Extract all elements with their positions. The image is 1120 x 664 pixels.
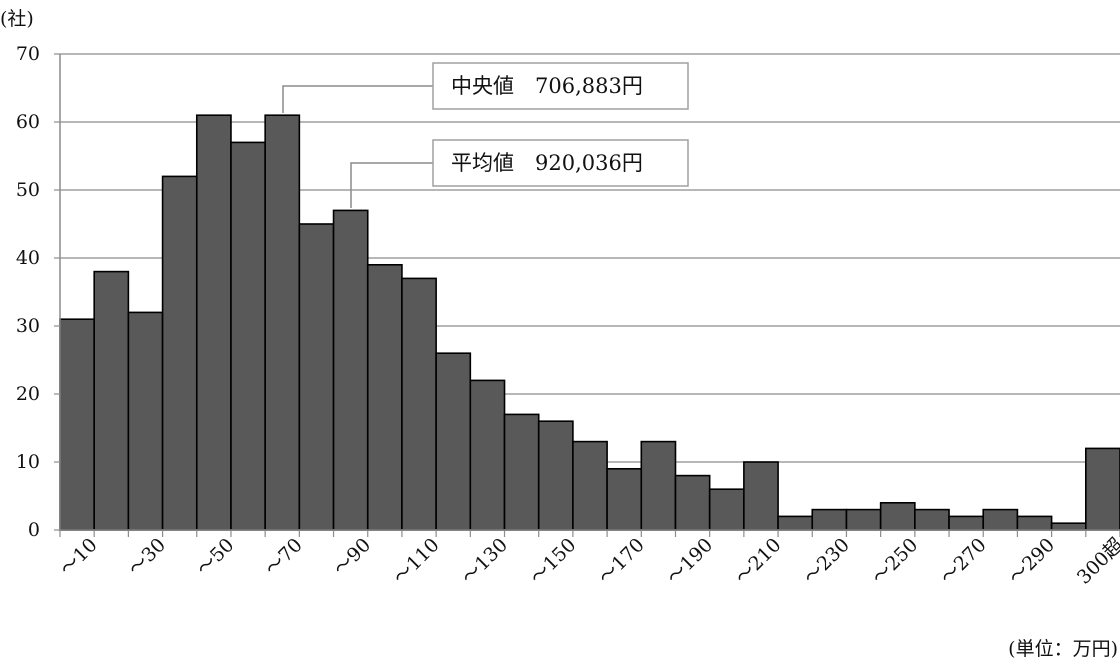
histogram-bar [127, 311, 164, 531]
mean-leader-line [350, 162, 433, 208]
y-tick-label: 50 [16, 179, 40, 201]
x-tick-label: 300超 [1073, 534, 1120, 589]
x-tick-label: ～270 [936, 534, 991, 589]
x-tick-label: ～190 [663, 534, 718, 589]
y-tick-label: 30 [16, 315, 40, 337]
x-tick-label: ～130 [457, 534, 512, 589]
histogram-bar [332, 209, 369, 531]
y-tick-label: 40 [16, 247, 40, 269]
mean-callout-box [432, 139, 689, 187]
x-tick-label: ～110 [389, 534, 444, 589]
x-tick-label: ～230 [799, 534, 854, 589]
axes [54, 53, 1120, 537]
histogram-bar [366, 263, 403, 531]
histogram-bar [640, 440, 677, 531]
x-tick-label: ～70 [261, 534, 307, 580]
histogram-bar [1050, 522, 1087, 531]
x-tick-label: ～10 [56, 534, 102, 580]
histogram-bar [195, 114, 232, 531]
histogram-bar [161, 175, 198, 531]
median-leader-line [282, 85, 433, 113]
y-unit-label: (社) [0, 8, 34, 30]
x-tick-label: ～210 [731, 534, 786, 589]
histogram-bar [845, 508, 882, 531]
x-tick-label: ～170 [594, 534, 649, 589]
y-tick-label: 20 [16, 383, 40, 405]
histogram-bar [879, 501, 916, 531]
histogram-bar [264, 114, 301, 531]
x-tick-label: ～90 [329, 534, 375, 580]
median-callout-box [432, 62, 689, 110]
mean-callout-text: 平均値 920,036円 [451, 151, 643, 175]
histogram-bar [230, 141, 266, 531]
histogram-bar [1085, 447, 1120, 531]
histogram-bar [982, 508, 1019, 531]
median-callout-text: 中央値 706,883円 [451, 74, 643, 98]
histogram-bar [537, 420, 574, 531]
x-tick-labels: ～10 ～30 ～50 ～70 ～90 ～110 ～130 ～150 ～170 ～190 ～210 ～… [56, 534, 1120, 589]
histogram-bar [59, 318, 95, 531]
x-tick-label: ～30 [124, 534, 170, 580]
histogram-bar [1016, 515, 1053, 531]
histogram-bar [93, 270, 130, 531]
y-tick-label: 10 [16, 451, 40, 473]
x-tick-label: ～250 [868, 534, 923, 589]
y-tick-label: 0 [28, 519, 40, 541]
histogram-bar [606, 467, 643, 531]
x-tick-label: ～50 [192, 534, 238, 580]
histogram-bar [948, 515, 985, 531]
histogram-bar [777, 515, 814, 531]
x-tick-label: ～290 [1005, 534, 1060, 589]
x-tick-label: ～150 [526, 534, 581, 589]
y-tick-label: 70 [16, 43, 40, 65]
histogram-bar [708, 488, 745, 531]
histogram-bar [298, 223, 335, 531]
y-tick-label: 60 [16, 111, 40, 133]
histogram-bar [674, 474, 711, 531]
histogram-bar [401, 277, 437, 531]
histogram-bar [435, 352, 472, 531]
histogram-bar [914, 508, 950, 531]
y-tick-labels: 0 10 20 30 40 50 60 70 [16, 43, 40, 541]
bars [59, 114, 1120, 531]
histogram-bar [469, 379, 506, 531]
x-unit-label: (単位：万円) [1008, 638, 1118, 660]
histogram-bar [572, 440, 608, 531]
histogram-bar [743, 461, 779, 531]
histogram-bar [503, 413, 540, 531]
histogram-bar [811, 508, 848, 531]
